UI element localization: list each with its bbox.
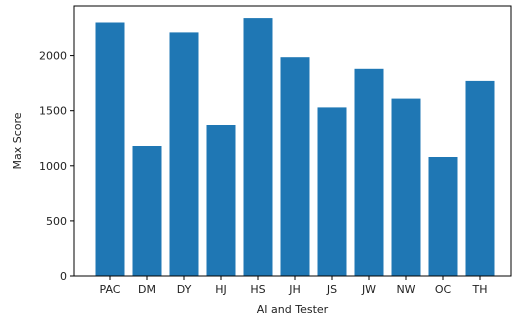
x-axis-label: AI and Tester bbox=[257, 303, 329, 316]
x-axis-ticks: PAC DM DY HJ HS JH JS JW NW OC TH bbox=[100, 276, 488, 296]
y-axis-ticks: 0 500 1000 1500 2000 bbox=[39, 50, 74, 283]
y-tick-label: 2000 bbox=[39, 50, 67, 63]
y-tick-label: 500 bbox=[46, 215, 67, 228]
x-tick-label: JS bbox=[326, 283, 337, 296]
x-tick-label: DM bbox=[138, 283, 156, 296]
x-tick-label: HS bbox=[250, 283, 265, 296]
bar-pac bbox=[95, 22, 125, 276]
y-tick-label: 1000 bbox=[39, 160, 67, 173]
bar-nw bbox=[391, 98, 421, 276]
bar-hs bbox=[243, 18, 273, 276]
x-tick-label: PAC bbox=[100, 283, 121, 296]
y-tick-label: 1500 bbox=[39, 105, 67, 118]
x-tick-label: NW bbox=[396, 283, 415, 296]
x-tick-label: TH bbox=[472, 283, 488, 296]
x-tick-label: DY bbox=[177, 283, 192, 296]
bar-jh bbox=[280, 57, 310, 277]
y-axis-label: Max Score bbox=[11, 112, 24, 169]
x-tick-label: JW bbox=[361, 283, 376, 296]
x-tick-label: HJ bbox=[215, 283, 227, 296]
x-tick-label: OC bbox=[435, 283, 452, 296]
bar-dy bbox=[169, 32, 199, 277]
bar-hj bbox=[206, 125, 236, 276]
x-tick-label: JH bbox=[288, 283, 301, 296]
bar-oc bbox=[428, 157, 458, 276]
bars-group bbox=[95, 18, 495, 277]
plot-frame bbox=[73, 5, 512, 277]
bar-js bbox=[317, 107, 347, 277]
bar-jw bbox=[354, 68, 384, 276]
bar-th bbox=[465, 80, 495, 277]
y-tick-label: 0 bbox=[60, 270, 67, 283]
bar-dm bbox=[132, 146, 162, 276]
